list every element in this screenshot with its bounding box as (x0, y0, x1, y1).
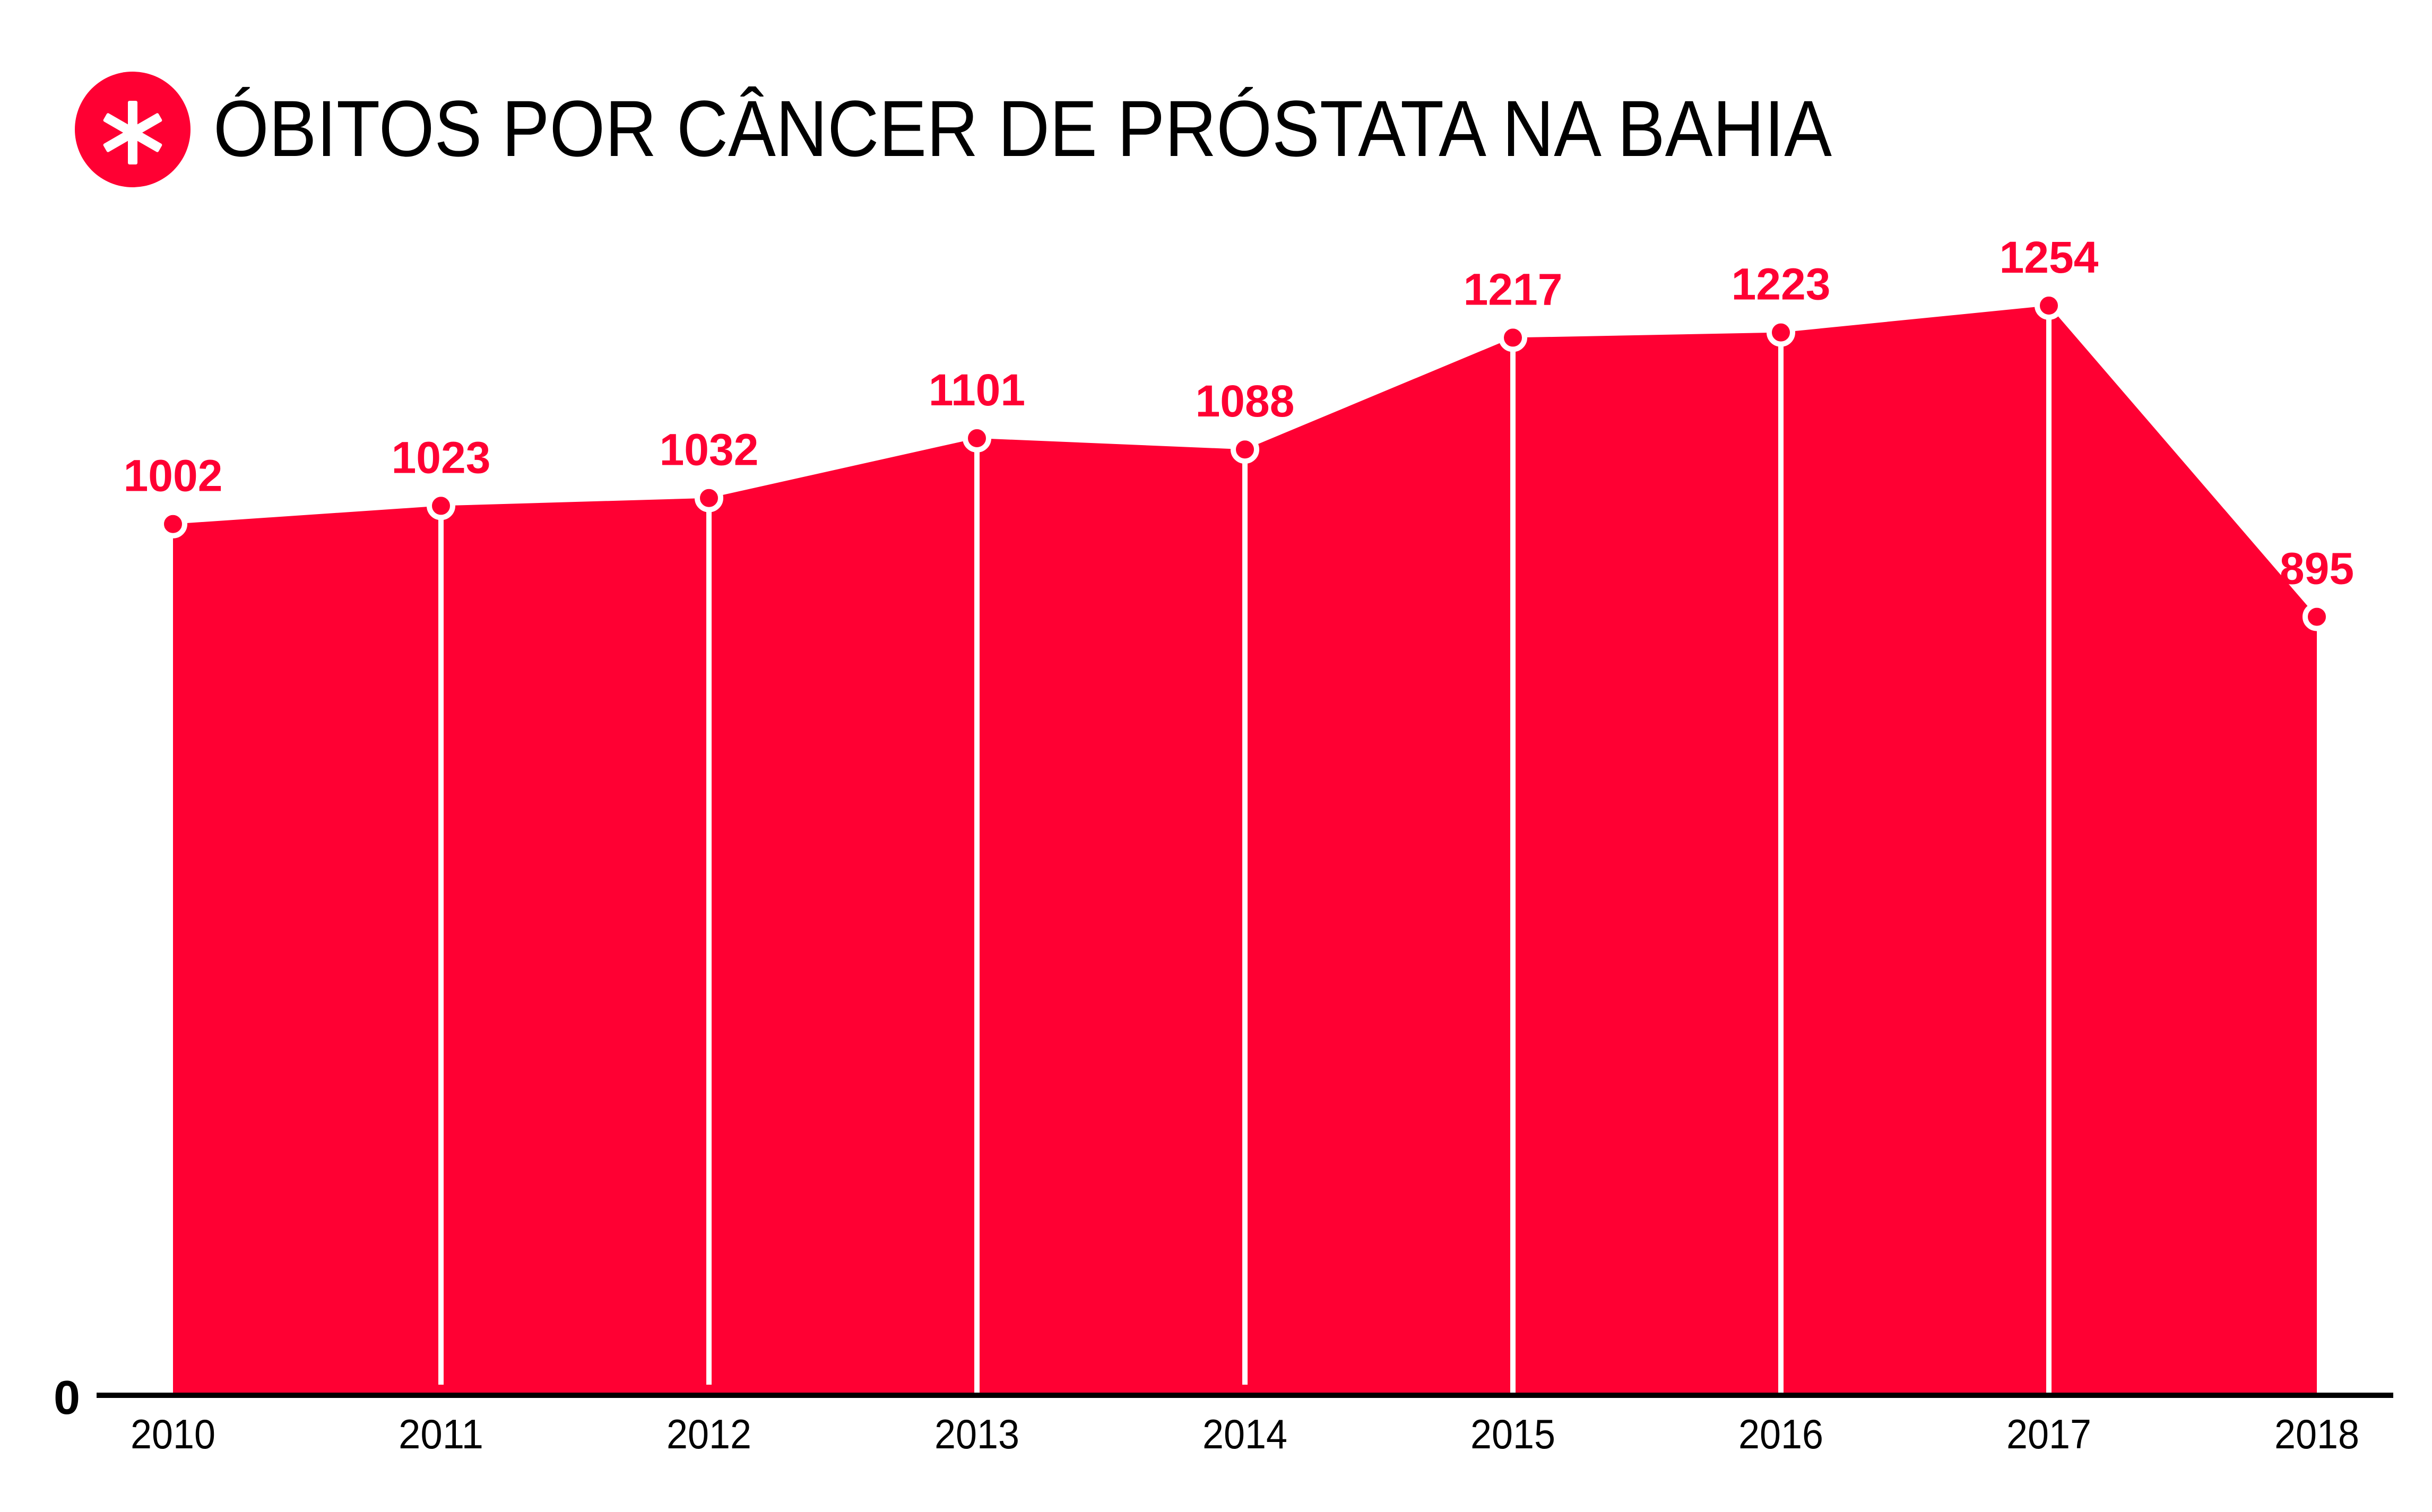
data-label: 1101 (929, 365, 1025, 415)
x-tick-label: 2014 (1202, 1411, 1287, 1457)
chart-header: ÓBITOS POR CÂNCER DE PRÓSTATA NA BAHIA (75, 72, 1832, 187)
x-tick-label: 2012 (667, 1411, 751, 1457)
y-tick-label: 0 (54, 1371, 80, 1424)
x-tick-label: 2018 (2274, 1411, 2359, 1457)
x-tick-labels: 2010 2011 2012 2013 2014 2015 2016 2017 2018 (131, 1411, 2359, 1457)
x-tick-label: 2015 (1470, 1411, 1555, 1457)
x-tick-label: 2010 (131, 1411, 215, 1457)
x-tick-label: 2016 (1738, 1411, 1823, 1457)
data-labels: 1002 1023 1032 1101 1088 1217 1223 1254 895 (124, 232, 2355, 594)
data-label: 895 (2280, 544, 2354, 594)
data-label: 1223 (1732, 259, 1831, 309)
data-point (159, 509, 187, 538)
data-point (2303, 602, 2331, 631)
data-point (2035, 291, 2063, 320)
x-tick-label: 2017 (2006, 1411, 2091, 1457)
data-label: 1217 (1464, 264, 1563, 314)
data-label: 1088 (1196, 376, 1295, 426)
asterisk-icon (103, 101, 162, 164)
chart-title: ÓBITOS POR CÂNCER DE PRÓSTATA NA BAHIA (213, 84, 1832, 173)
data-label: 1023 (392, 432, 491, 482)
data-point (427, 491, 455, 520)
data-point (1231, 435, 1259, 464)
data-label: 1254 (2000, 232, 2099, 282)
data-label: 1002 (124, 451, 223, 501)
data-label: 1032 (660, 425, 759, 475)
plot-area (159, 291, 2331, 1393)
data-point (1499, 323, 1527, 352)
x-tick-label: 2013 (934, 1411, 1019, 1457)
data-point (1767, 318, 1795, 347)
x-tick-label: 2011 (399, 1411, 483, 1457)
data-point (963, 423, 991, 453)
data-point (695, 483, 723, 512)
